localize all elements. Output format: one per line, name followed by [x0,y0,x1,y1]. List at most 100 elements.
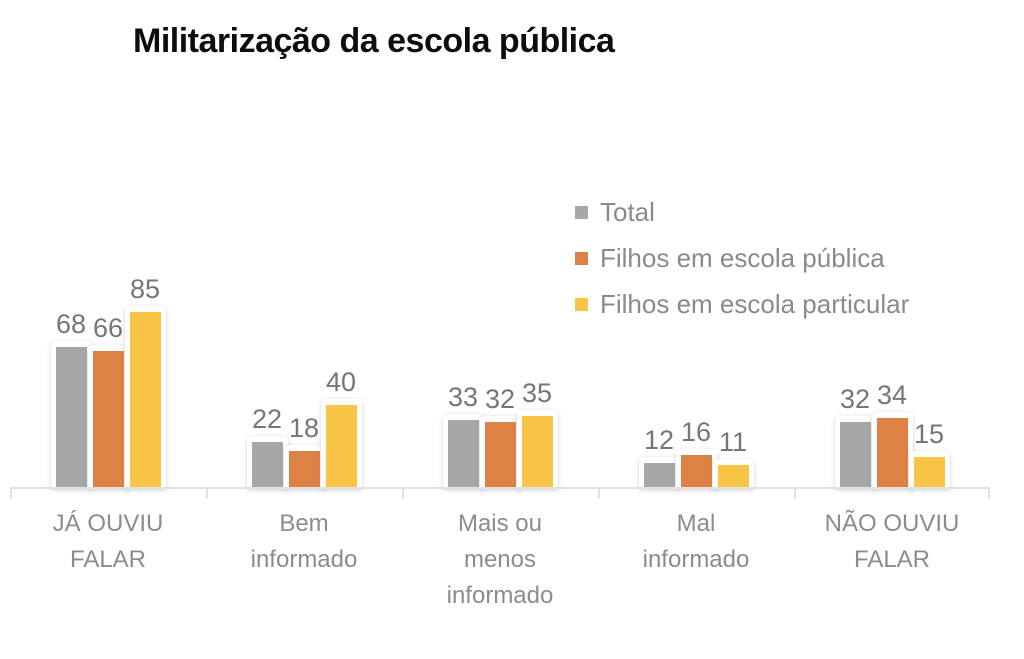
bar-group: 33 32 35 [402,260,598,489]
bar-halo [124,306,166,489]
category-label: NÃO OUVIU FALAR [794,506,990,614]
bar-column: 16 [675,417,717,489]
bar-total [55,347,87,488]
category-label-line: menos [463,546,537,573]
category-label: JÁ OUVIU FALAR [10,506,206,614]
bar-group: 32 34 15 [794,260,990,489]
bar-halo [908,451,950,489]
category-label: Bem informado [206,506,402,614]
bar-column: 11 [712,427,754,489]
x-axis-tick [988,487,990,499]
plot-area: 68 66 85 22 18 40 33 32 35 12 16 11 32 34 15 [10,260,990,489]
category-label-line: FALAR [69,546,147,573]
category-label-line: FALAR [853,546,931,573]
bar-column: 85 [124,274,166,489]
legend-item: Filhos em escola pública [575,243,909,273]
category-label-line: informado [446,582,554,609]
bar-halo [675,449,717,489]
data-label: 34 [876,380,908,410]
x-axis-line [10,487,990,489]
bar-column: 68 [50,309,92,489]
category-axis-labels: JÁ OUVIU FALAR Bem informado Mais ou menos inf… [10,506,990,614]
bar-group: 22 18 40 [206,260,402,489]
bar-column: 32 [834,384,876,489]
category-label-line: Bem [279,510,329,537]
bar-group: 68 66 85 [10,260,206,489]
x-axis-tick [794,487,796,499]
bar-halo [246,436,288,489]
bar-filhos-em-escola-particular [521,416,553,488]
data-label: 85 [129,274,161,304]
bar-filhos-em-escola-p-blica [680,455,712,488]
bar-column: 15 [908,419,950,489]
bar-column: 35 [516,378,558,489]
chart-title: Militarização da escola pública [133,22,615,60]
bar-halo [479,416,521,489]
bar-column: 33 [442,382,484,489]
bar-total [447,420,479,488]
data-label: 11 [718,427,748,457]
data-label: 32 [484,384,516,414]
data-label: 16 [680,417,712,447]
legend-label: Filhos em escola particular [600,288,910,319]
bar-column: 22 [246,404,288,489]
data-label: 35 [521,378,553,408]
bar-halo [638,457,680,489]
data-label: 33 [447,382,479,412]
bar-group: 12 16 11 [598,260,794,489]
category-label-line: JÁ OUVIU [52,510,164,537]
bar-column: 40 [320,367,362,489]
x-axis-tick [598,487,600,499]
data-label: 32 [839,384,871,414]
bar-halo [871,412,913,489]
bar-filhos-em-escola-p-blica [876,418,908,488]
bar-total [251,442,283,488]
bar-total [839,422,871,488]
bar-column: 32 [479,384,521,489]
category-label: Mais ou menos informado [402,506,598,614]
bar-column: 18 [283,413,325,489]
category-label-line: informado [250,546,358,573]
chart-legend: Total Filhos em escola pública Filhos em e… [575,197,909,319]
x-axis-tick [206,487,208,499]
legend-item: Total [575,197,909,227]
x-axis-tick [402,487,404,499]
data-label: 68 [55,309,87,339]
legend-label: Total [600,196,655,227]
bar-filhos-em-escola-p-blica [484,422,516,488]
legend-label: Filhos em escola pública [600,242,885,273]
x-axis-tick [10,487,12,499]
bar-filhos-em-escola-particular [913,457,945,488]
data-label: 22 [251,404,283,434]
bar-filhos-em-escola-p-blica [288,451,320,488]
bar-filhos-em-escola-particular [325,405,357,488]
legend-swatch-icon [575,251,588,265]
category-label-line: NÃO OUVIU [824,510,960,537]
category-label: Mal informado [598,506,794,614]
legend-swatch-icon [575,205,588,219]
data-label: 18 [288,413,320,443]
data-label: 12 [643,425,675,455]
bar-halo [50,341,92,489]
bar-halo [712,459,754,489]
category-label-line: Mais ou [457,510,543,537]
bar-halo [834,416,876,489]
category-label-line: informado [642,546,750,573]
bar-filhos-em-escola-p-blica [92,351,124,488]
bar-column: 34 [871,380,913,489]
bar-filhos-em-escola-particular [129,312,161,488]
category-label-line: Mal [676,510,716,537]
bar-column: 66 [87,313,129,489]
bar-halo [516,410,558,489]
bar-total [643,463,675,488]
legend-item: Filhos em escola particular [575,289,909,319]
bar-halo [320,399,362,489]
bar-halo [87,345,129,489]
bar-filhos-em-escola-particular [717,465,749,488]
data-label: 40 [325,367,357,397]
bar-halo [442,414,484,489]
data-label: 15 [913,419,945,449]
bar-halo [283,445,325,489]
legend-swatch-icon [575,297,588,311]
